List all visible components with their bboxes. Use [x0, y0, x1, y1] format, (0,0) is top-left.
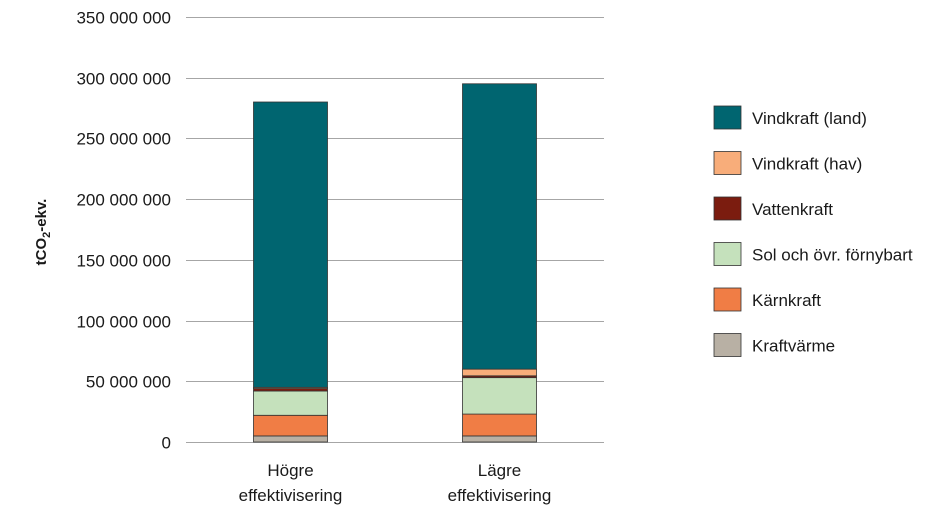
- legend-swatch: [713, 242, 742, 266]
- y-tick-label: 100 000 000: [76, 313, 171, 332]
- y-tick-label: 200 000 000: [76, 191, 171, 210]
- y-axis-ticks: 0 50 000 000 100 000 000 150 000 000 200 000…: [76, 9, 171, 453]
- x-category-label: Högre: [267, 461, 313, 480]
- legend-label: Kraftvärme: [752, 337, 835, 356]
- y-axis-label-tail: -ekv.: [33, 199, 50, 232]
- y-axis-label-main: tCO: [33, 238, 50, 266]
- legend-swatch: [713, 333, 742, 357]
- bar-segment: [253, 101, 328, 388]
- legend-swatch: [713, 196, 742, 221]
- y-tick-label: 250 000 000: [76, 130, 171, 149]
- bar-segment: [462, 83, 537, 370]
- y-axis-label-sub: 2: [41, 232, 53, 238]
- bar-segment: [462, 377, 537, 415]
- x-category-label: Lägre: [478, 461, 521, 480]
- legend-label: Vindkraft (land): [752, 109, 867, 128]
- legend-label: Vindkraft (hav): [752, 155, 862, 174]
- legend-swatch: [713, 151, 742, 175]
- y-tick-label: 0: [162, 434, 171, 453]
- bar-segment: [462, 368, 537, 377]
- legend-swatch: [713, 287, 742, 312]
- legend-label: Vattenkraft: [752, 200, 833, 219]
- legend-swatch: [713, 105, 742, 130]
- y-tick-label: 350 000 000: [76, 9, 171, 28]
- bar-segment: [462, 435, 537, 443]
- x-axis-categories: Högre effektivisering Lägre effektivisering: [239, 461, 552, 505]
- x-category-label: effektivisering: [239, 486, 343, 505]
- bar-segment: [462, 413, 537, 437]
- y-tick-label: 50 000 000: [86, 373, 171, 392]
- x-category-label: effektivisering: [448, 486, 552, 505]
- bars: [253, 83, 537, 443]
- legend-label: Kärnkraft: [752, 291, 821, 310]
- y-tick-label: 150 000 000: [76, 252, 171, 271]
- y-tick-label: 300 000 000: [76, 70, 171, 89]
- bar-segment: [253, 390, 328, 416]
- bar-segment: [253, 414, 328, 437]
- legend: Vindkraft (land) Vindkraft (hav) Vattenkra…: [713, 105, 913, 357]
- legend-label: Sol och övr. förnybart: [752, 246, 913, 265]
- bar-segment: [253, 435, 328, 443]
- gridlines: [186, 17, 604, 443]
- y-axis-label: tCO2-ekv.: [33, 199, 53, 266]
